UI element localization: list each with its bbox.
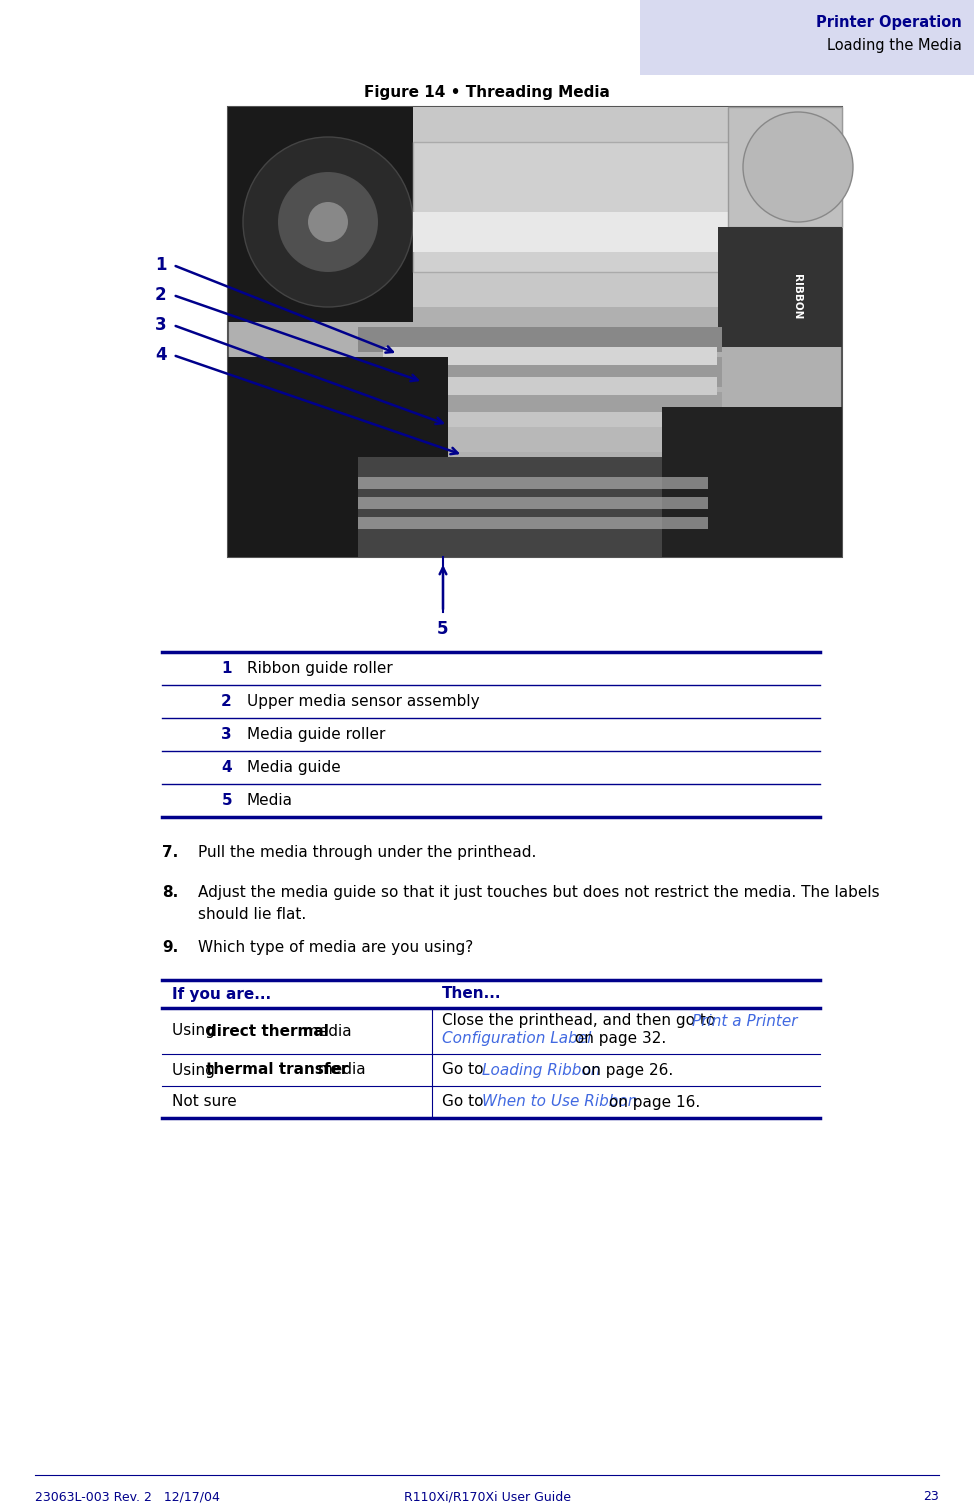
Text: Media: Media <box>247 792 293 807</box>
Text: media: media <box>313 1063 365 1077</box>
Bar <box>358 422 722 452</box>
Text: 8.: 8. <box>162 886 178 901</box>
Circle shape <box>243 137 413 307</box>
Text: 4: 4 <box>221 759 232 774</box>
Text: Ribbon guide roller: Ribbon guide roller <box>247 661 393 676</box>
Text: 23: 23 <box>923 1489 939 1503</box>
Bar <box>662 407 842 557</box>
Text: Configuration Label: Configuration Label <box>442 1032 591 1047</box>
Text: Using: Using <box>172 1024 220 1039</box>
Text: direct thermal: direct thermal <box>206 1024 329 1039</box>
Bar <box>228 357 448 557</box>
Text: thermal transfer: thermal transfer <box>206 1063 349 1077</box>
Text: 3: 3 <box>155 316 167 334</box>
Text: If you are...: If you are... <box>172 986 271 1001</box>
Text: 3: 3 <box>221 726 232 741</box>
Text: 2: 2 <box>221 693 232 708</box>
Text: 5: 5 <box>221 792 232 807</box>
Bar <box>728 107 842 227</box>
Circle shape <box>278 172 378 273</box>
Bar <box>718 227 842 346</box>
Text: Pull the media through under the printhead.: Pull the media through under the printhe… <box>198 845 537 860</box>
Bar <box>358 327 722 352</box>
Text: Which type of media are you using?: Which type of media are you using? <box>198 940 473 955</box>
Text: Not sure: Not sure <box>172 1095 237 1110</box>
Circle shape <box>308 202 348 242</box>
Text: When to Use Ribbon: When to Use Ribbon <box>482 1095 637 1110</box>
Bar <box>383 346 717 364</box>
Bar <box>383 413 717 428</box>
Text: Figure 14 • Threading Media: Figure 14 • Threading Media <box>364 84 610 99</box>
Text: Using: Using <box>172 1063 220 1077</box>
Text: 5: 5 <box>437 620 449 639</box>
Text: 2: 2 <box>155 286 167 304</box>
Text: R110Xi/R170Xi User Guide: R110Xi/R170Xi User Guide <box>403 1489 571 1503</box>
Text: on page 32.: on page 32. <box>570 1032 666 1047</box>
Bar <box>228 107 842 557</box>
Text: on page 16.: on page 16. <box>604 1095 700 1110</box>
Text: Go to: Go to <box>442 1063 488 1077</box>
Text: Adjust the media guide so that it just touches but does not restrict the media. : Adjust the media guide so that it just t… <box>198 886 880 901</box>
Text: should lie flat.: should lie flat. <box>198 907 306 922</box>
Bar <box>640 0 974 75</box>
Bar <box>228 107 413 322</box>
Bar <box>358 517 708 529</box>
Text: Print a Printer: Print a Printer <box>692 1014 798 1029</box>
Bar <box>358 477 708 489</box>
Text: Go to: Go to <box>442 1095 488 1110</box>
Bar <box>358 456 722 477</box>
Text: Media guide roller: Media guide roller <box>247 726 386 741</box>
Bar <box>358 497 708 509</box>
Text: Printer Operation: Printer Operation <box>816 15 962 30</box>
Text: Then...: Then... <box>442 986 502 1001</box>
Bar <box>413 142 793 273</box>
Bar <box>358 357 722 387</box>
Bar <box>358 392 722 417</box>
Text: on page 26.: on page 26. <box>577 1063 673 1077</box>
Text: 7.: 7. <box>162 845 178 860</box>
Text: 4: 4 <box>155 346 167 364</box>
Bar <box>413 212 793 252</box>
Text: Upper media sensor assembly: Upper media sensor assembly <box>247 693 479 708</box>
Text: 1: 1 <box>155 256 167 274</box>
Text: 9.: 9. <box>162 940 178 955</box>
Bar <box>383 376 717 395</box>
Circle shape <box>743 111 853 221</box>
Text: 23063L-003 Rev. 2   12/17/04: 23063L-003 Rev. 2 12/17/04 <box>35 1489 220 1503</box>
Bar <box>358 456 712 557</box>
Text: Close the printhead, and then go to: Close the printhead, and then go to <box>442 1014 720 1029</box>
Text: Loading the Media: Loading the Media <box>827 38 962 53</box>
Text: Loading Ribbon: Loading Ribbon <box>482 1063 600 1077</box>
Bar <box>228 107 842 307</box>
Text: 1: 1 <box>221 661 232 676</box>
Text: media: media <box>299 1024 352 1039</box>
Text: Media guide: Media guide <box>247 759 341 774</box>
Text: RIBBON: RIBBON <box>792 274 802 319</box>
